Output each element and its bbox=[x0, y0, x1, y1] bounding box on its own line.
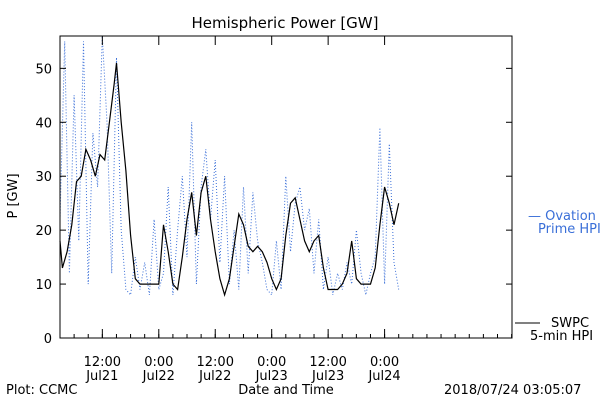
x-tick-label-time: 0:00 bbox=[370, 355, 399, 370]
x-tick-label-time: 12:00 bbox=[309, 355, 346, 370]
x-axis-label: Date and Time bbox=[238, 383, 334, 398]
legend-swpc: SWPC 5-min HPI bbox=[515, 316, 593, 344]
y-tick-label: 20 bbox=[35, 224, 52, 239]
legend-ovation-label: — Ovation bbox=[528, 209, 596, 224]
x-tick-label-time: 0:00 bbox=[144, 355, 173, 370]
legend-ovation-label-2: Prime HPI bbox=[538, 222, 600, 237]
y-tick-label: 50 bbox=[35, 62, 52, 77]
legend-ovation: — Ovation Prime HPI bbox=[528, 209, 600, 237]
y-axis-label: P [GW] bbox=[6, 173, 21, 218]
series-layer bbox=[59, 35, 400, 298]
plot-frame bbox=[59, 35, 513, 339]
x-tick-label-date: Jul21 bbox=[85, 369, 118, 384]
x-tick-label-date: Jul22 bbox=[198, 369, 231, 384]
y-tick-label: 40 bbox=[35, 116, 52, 131]
plot-timestamp: 2018/07/24 03:05:07 bbox=[444, 383, 581, 398]
x-tick-label-time: 0:00 bbox=[257, 355, 286, 370]
plot-credit: Plot: CCMC bbox=[6, 383, 77, 398]
x-tick-label-date: Jul23 bbox=[255, 369, 288, 384]
legend-swpc-label: SWPC bbox=[551, 316, 589, 331]
swpc-series-line bbox=[59, 62, 400, 298]
y-tick-label: 30 bbox=[35, 170, 52, 185]
x-tick-label-date: Jul22 bbox=[142, 369, 175, 384]
ovation-series-line bbox=[59, 35, 400, 297]
x-tick-label-date: Jul24 bbox=[367, 369, 400, 384]
x-tick-label-date: Jul23 bbox=[311, 369, 344, 384]
x-tick-label-time: 12:00 bbox=[197, 355, 234, 370]
axis-layer: 0102030405012:00Jul210:00Jul2212:00Jul22… bbox=[35, 36, 513, 384]
y-tick-label: 10 bbox=[35, 278, 52, 293]
y-tick-label: 0 bbox=[44, 332, 52, 347]
legend-swpc-label-2: 5-min HPI bbox=[530, 329, 593, 344]
x-tick-label-time: 12:00 bbox=[84, 355, 121, 370]
chart-title: Hemispheric Power [GW] bbox=[192, 14, 379, 32]
